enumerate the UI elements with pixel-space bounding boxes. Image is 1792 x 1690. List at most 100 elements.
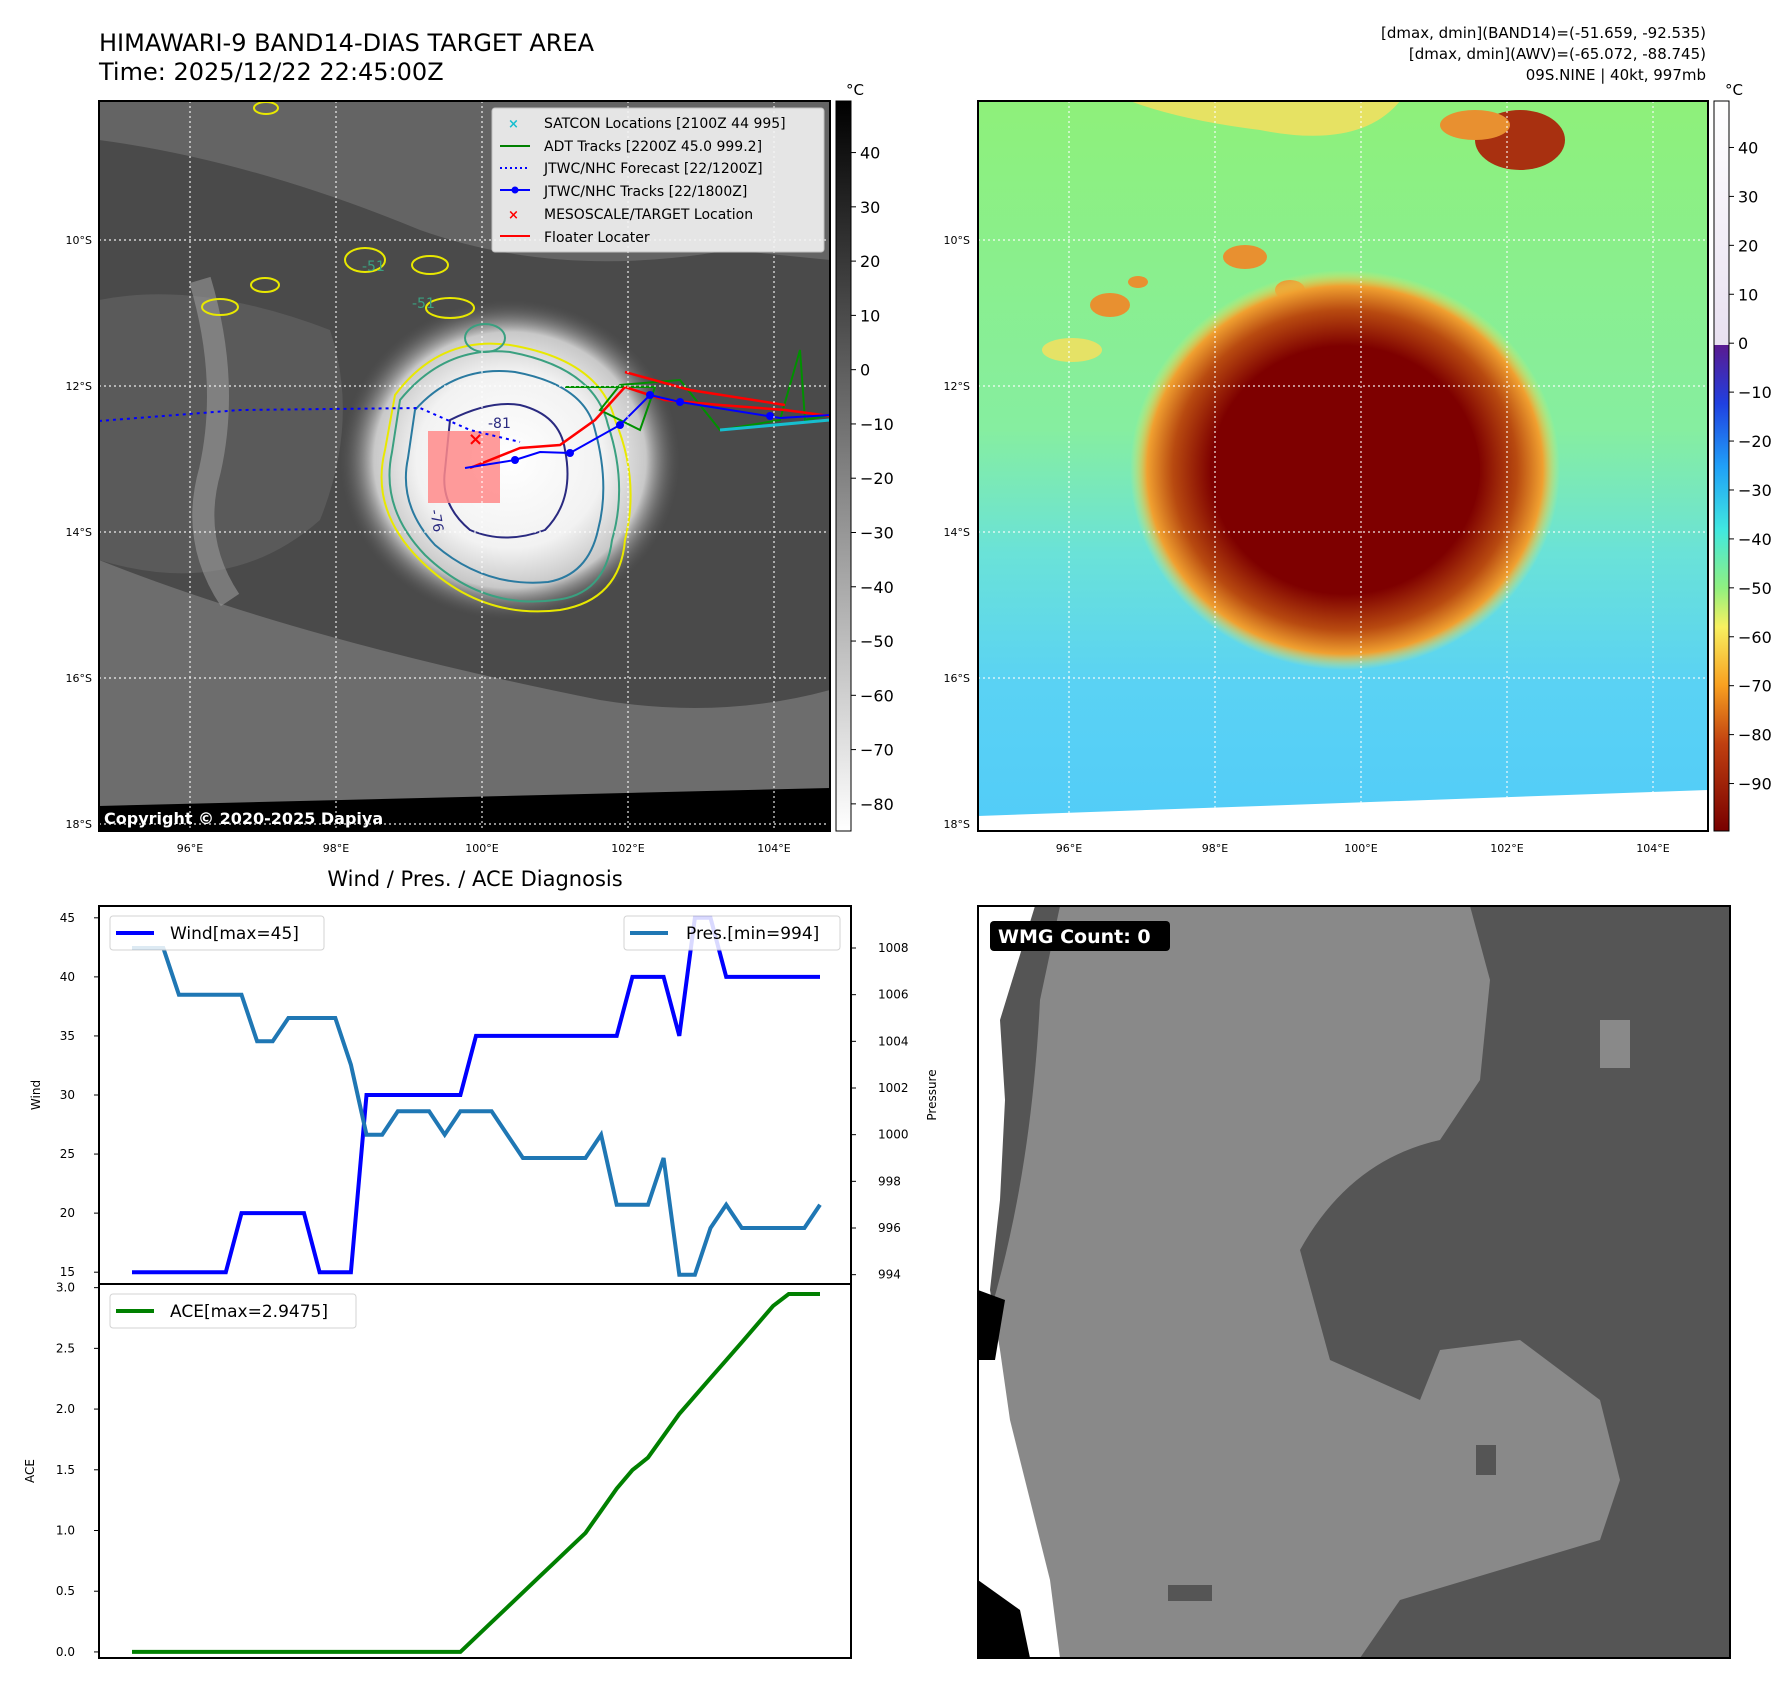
colorbar-tick-label: −40: [1738, 530, 1772, 549]
lon-label: 104°E: [1636, 842, 1669, 855]
jtwc-track-point: [511, 456, 519, 464]
contour-blue: [404, 370, 605, 584]
colorbar-tick-label: −90: [1738, 775, 1772, 794]
wmg-region-light: [978, 906, 1620, 1658]
pressure-tick-label: 998: [878, 1174, 901, 1188]
colorbar-tick-label: 20: [860, 252, 880, 271]
gray-colorbar: °C 40 30 20 10 0 −10 −20 −30 −40 −50 −60 −70 −80: [835, 81, 894, 832]
figure-time: Time: 2025/12/22 22:45:00Z: [98, 58, 444, 86]
lat-label: 16°S: [944, 672, 970, 685]
jtwc-track-point: [566, 449, 574, 457]
lat-label: 14°S: [66, 526, 92, 539]
ace-tick-label: 2.0: [56, 1402, 75, 1416]
contour-blob: [425, 297, 475, 319]
colorbar-tick-label: 0: [860, 361, 870, 380]
colorbar-tick-label: −60: [860, 686, 894, 705]
lat-label: 16°S: [66, 672, 92, 685]
contour-navy: [443, 403, 569, 539]
no-data-region: [99, 788, 830, 831]
cloud-patch: [1128, 276, 1148, 288]
colorbar-tick-label: 0: [1738, 334, 1748, 353]
colorbar-tick-label: 30: [860, 198, 880, 217]
ace-tick-label: 1.5: [56, 1463, 75, 1477]
colorbar-tick-label: 40: [860, 144, 880, 163]
jtwc-track-point: [766, 412, 774, 420]
colorbar-tick-label: 30: [1738, 187, 1758, 206]
satcon-track: [719, 418, 830, 432]
lat-label: 10°S: [66, 234, 92, 247]
adt-track: [565, 349, 830, 432]
ace-tick-label: 2.5: [56, 1341, 75, 1355]
wmg-panel: WMG Count: 0: [977, 905, 1731, 1659]
ace-axis-label: ACE: [23, 1459, 37, 1483]
copyright-text: Copyright © 2020-2025 Dapiya: [104, 809, 383, 828]
legend-label: SATCON Locations [2100Z 44 995]: [544, 116, 786, 132]
colorbar-tick-label: 20: [1738, 236, 1758, 255]
cloud-patch: [1130, 101, 1400, 136]
pressure-tick-label: 1002: [878, 1081, 909, 1095]
lon-label: 96°E: [1056, 842, 1082, 855]
cloud-patch: [1090, 293, 1130, 317]
ace-legend: ACE[max=2.9475]: [109, 1293, 357, 1329]
cloud-band: [189, 276, 240, 607]
colorbar-tick-label: −10: [860, 415, 894, 434]
info-band14-range: [dmax, dmin](BAND14)=(-51.659, -92.535): [1381, 24, 1706, 42]
wmg-region-white: [978, 906, 1035, 1300]
colorbar-tick-label: −80: [1738, 726, 1772, 745]
wmg-region-dark: [1168, 1585, 1212, 1601]
colorbar-tick-label: −50: [860, 632, 894, 651]
pressure-tick-label: 1006: [878, 988, 909, 1002]
lon-label: 102°E: [611, 842, 644, 855]
map-lat-labels: 10°S 12°S 14°S 16°S 18°S: [66, 234, 92, 831]
colorbar-tick-label: −20: [1738, 432, 1772, 451]
map-lat-labels: 10°S 12°S 14°S 16°S 18°S: [944, 234, 970, 831]
legend-label: JTWC/NHC Forecast [22/1200Z]: [543, 161, 763, 177]
ace-tick-label: 3.0: [56, 1281, 75, 1295]
legend-swatch: [511, 186, 519, 194]
cloud-patch: [1042, 338, 1102, 362]
pressure-tick-label: 1000: [878, 1128, 909, 1142]
ace-tick-label: 1.0: [56, 1524, 75, 1538]
map-lon-labels: 96°E 98°E 100°E 102°E 104°E: [177, 842, 791, 855]
floater-locater-line: [469, 385, 830, 470]
wind-tick-label: 40: [60, 970, 75, 984]
map-frame: [977, 100, 1709, 832]
lon-label: 96°E: [177, 842, 203, 855]
wind-legend: Wind[max=45]: [109, 915, 325, 951]
lon-label: 102°E: [1490, 842, 1523, 855]
pressure-legend-label: Pres.[min=994]: [686, 924, 819, 944]
pressure-legend: Pres.[min=994]: [623, 915, 841, 951]
contour-blob: [344, 247, 386, 273]
awv-map-panel: 10°S 12°S 14°S 16°S 18°S 96°E 98°E 100°E…: [944, 100, 1709, 855]
contour-blob: [411, 255, 449, 275]
legend-label: MESOSCALE/TARGET Location: [544, 207, 753, 223]
map-gridlines: [978, 101, 1708, 831]
contour-label: -51: [412, 296, 435, 312]
colorbar-tick-label: 40: [1738, 138, 1758, 157]
colorbar-tick-label: 10: [1738, 285, 1758, 304]
contour-label: -51: [362, 259, 385, 275]
band14-map-panel: -51 -51 -81 -76 ×: [66, 100, 831, 855]
info-awv-range: [dmax, dmin](AWV)=(-65.072, -88.745): [1409, 45, 1706, 63]
pressure-tick-label: 996: [878, 1221, 901, 1235]
ace-tick-label: 0.0: [56, 1645, 75, 1659]
cloud-patch: [1440, 110, 1510, 140]
wmg-region-dark: [1476, 1445, 1496, 1475]
mesoscale-target-area: [428, 431, 500, 503]
colorbar-tick-label: −80: [860, 795, 894, 814]
contour-blob: [201, 298, 239, 316]
storm-core: [1210, 355, 1480, 585]
pressure-tick-label: 1008: [878, 941, 909, 955]
no-data-region: [978, 790, 1708, 831]
wmg-region-white: [978, 1290, 1060, 1658]
colorbar-unit: °C: [1725, 81, 1743, 99]
legend-label: ADT Tracks [2200Z 45.0 999.2]: [544, 139, 762, 155]
lat-label: 12°S: [66, 380, 92, 393]
wind-pressure-chart: 15 20 25 30 35 40 45 994 996 998 1000 1002 1004 1006…: [29, 905, 939, 1285]
target-marker-icon: ×: [468, 429, 483, 450]
lat-label: 18°S: [944, 818, 970, 831]
wind-tick-label: 20: [60, 1206, 75, 1220]
ace-chart: 0.0 0.5 1.0 1.5 2.0 2.5 3.0 ACE ACE[max=2.9475…: [23, 1281, 852, 1659]
pressure-tick-label: 994: [878, 1268, 901, 1282]
wmg-region-black: [978, 1290, 1005, 1360]
